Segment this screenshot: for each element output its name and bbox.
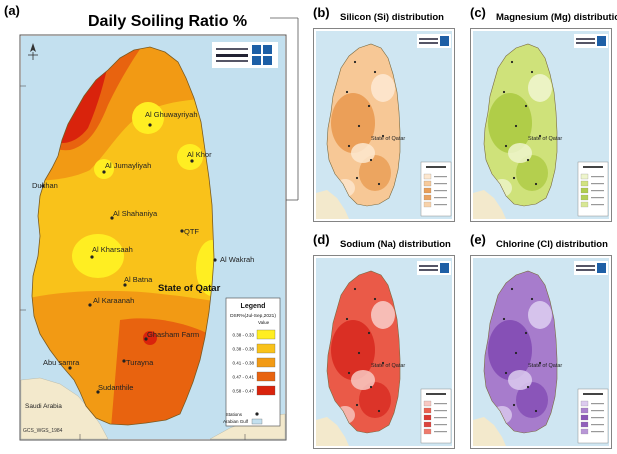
- place-label: Abu samra: [43, 358, 80, 367]
- place-label: Sudanthile: [98, 383, 133, 392]
- legend-class-label: 0.47 - 0.41: [232, 375, 254, 380]
- place-label: Al Khor: [187, 150, 212, 159]
- university-logo: [212, 42, 278, 68]
- legend-class-label: 0.38 - 0.33: [232, 333, 254, 338]
- country-label: State of Qatar: [528, 136, 562, 142]
- legend-class-label: 0.41 - 0.38: [232, 361, 254, 366]
- place-label: Al Ghuwayriyah: [145, 110, 198, 119]
- panel-b-title: Silicon (Si) distribution: [340, 12, 444, 23]
- place-label: Al Kharsaah: [92, 245, 133, 254]
- sodium-map: State of Qatar: [313, 255, 455, 449]
- place-label: Dukhan: [32, 181, 58, 190]
- legend-title: Legend: [241, 303, 266, 310]
- panel-d-letter: (d): [313, 232, 330, 247]
- legend-swatch: [256, 371, 276, 382]
- panel-c-title: Magnesium (Mg) distribution: [496, 12, 617, 23]
- panel-d-title: Sodium (Na) distribution: [340, 239, 451, 250]
- panel-b-letter: (b): [313, 5, 330, 20]
- panel-c-letter: (c): [470, 5, 486, 20]
- legend-class-label: 0.38 - 0.38: [232, 347, 254, 352]
- country-label: State of Qatar: [528, 363, 562, 369]
- place-label: Ghasham Farm: [147, 330, 199, 339]
- neighbor-label: Saudi Arabia: [25, 403, 62, 410]
- place-label: Al Jumayliyah: [105, 161, 151, 170]
- place-label: Al Wakrah: [220, 255, 254, 264]
- legend-swatch: [256, 343, 276, 354]
- silicon-map: State of Qatar: [313, 28, 455, 222]
- legend-subtitle: DSR%(Jul-Sep,2021): [230, 313, 276, 319]
- main-map-title: Daily Soiling Ratio %: [88, 13, 248, 30]
- legend-gulf-label: Arabian Gulf: [223, 419, 249, 424]
- crs-label: GCS_WGS_1984: [23, 428, 63, 434]
- panel-a-letter: (a): [4, 3, 20, 18]
- main-legend: Legend DSR%(Jul-Sep,2021) Value 0.38 - 0…: [223, 297, 281, 427]
- country-label: State of Qatar: [158, 283, 221, 294]
- country-label: State of Qatar: [371, 136, 405, 142]
- place-label: Al Karaanah: [93, 296, 134, 305]
- panel-e-letter: (e): [470, 232, 486, 247]
- legend-swatch: [256, 357, 276, 368]
- place-label: Al Batna: [124, 275, 153, 284]
- magnesium-map: State of Qatar: [470, 28, 612, 222]
- north-arrow-icon: [28, 43, 38, 60]
- country-label: State of Qatar: [371, 363, 405, 369]
- legend-class-label: 0.58 - 0.47: [232, 389, 254, 394]
- legend-value-header: Value: [258, 320, 270, 325]
- panel-e-title: Chlorine (Cl) distribution: [496, 239, 608, 250]
- legend-swatch: [256, 385, 276, 396]
- place-label: QTF: [184, 227, 199, 236]
- place-label: Turayna: [126, 358, 154, 367]
- chlorine-map: State of Qatar: [470, 255, 612, 449]
- legend-station-label: Stations: [226, 412, 243, 417]
- legend-swatch: [256, 329, 276, 340]
- place-label: Al Shahaniya: [113, 209, 158, 218]
